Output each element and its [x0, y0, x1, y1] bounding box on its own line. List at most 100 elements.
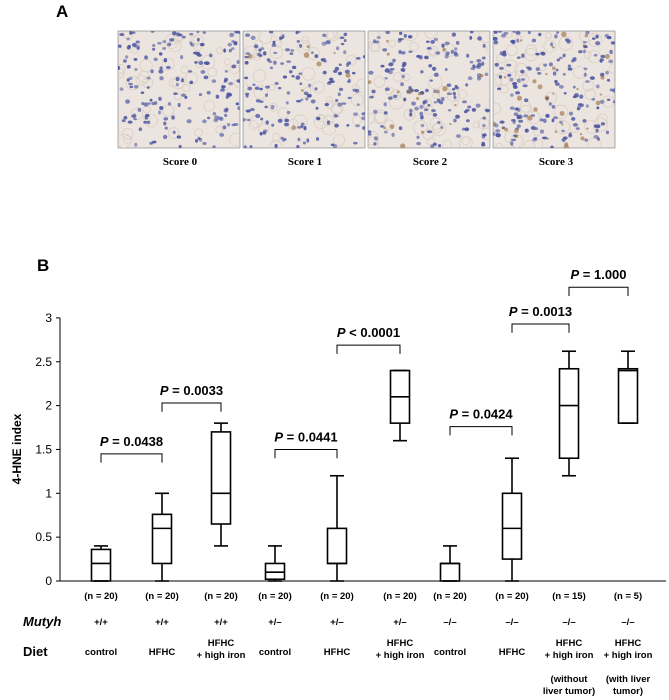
nucleus-dot: [444, 67, 448, 72]
nucleus-dot: [165, 65, 171, 70]
nucleus-dot: [329, 77, 333, 81]
y-tick-label: 0.5: [35, 530, 52, 544]
nucleus-dot: [575, 127, 580, 130]
nucleus-dot: [125, 99, 130, 104]
nucleus-dot: [425, 88, 429, 93]
stain-dot: [345, 72, 351, 78]
nucleus-dot: [481, 56, 486, 60]
box-10: [617, 350, 639, 424]
cell-outline: [173, 92, 182, 101]
nucleus-dot: [541, 136, 547, 140]
cell-outline: [383, 119, 395, 131]
nucleus-dot: [582, 119, 587, 123]
cell-outline: [135, 74, 147, 86]
nucleus-dot: [482, 116, 486, 120]
nucleus-dot: [162, 46, 166, 50]
nucleus-dot: [265, 120, 269, 125]
nucleus-dot: [220, 88, 225, 92]
cell-outline: [451, 99, 459, 107]
nucleus-dot: [510, 141, 514, 146]
cell-outline: [499, 75, 510, 86]
nucleus-dot: [435, 51, 441, 55]
nucleus-dot: [244, 60, 249, 65]
nucleus-dot: [284, 118, 290, 123]
nucleus-dot: [407, 35, 413, 39]
nucleus-dot: [562, 72, 566, 76]
nucleus-dot: [420, 115, 424, 120]
nucleus-dot: [224, 113, 228, 118]
nucleus-dot: [286, 110, 291, 115]
nucleus-dot: [379, 125, 385, 128]
genotype-label: +/+: [214, 617, 228, 628]
cell-outline: [272, 31, 282, 39]
nucleus-dot: [184, 95, 188, 99]
nucleus-dot: [285, 101, 289, 105]
score-label-1: Score 1: [288, 156, 322, 168]
nucleus-dot: [135, 44, 140, 49]
nucleus-dot: [343, 32, 348, 37]
nucleus-dot: [299, 43, 302, 48]
nucleus-dot: [206, 116, 211, 120]
nucleus-dot: [593, 134, 599, 139]
nucleus-dot: [297, 126, 302, 129]
nucleus-dot: [126, 64, 131, 69]
nucleus-dot: [151, 101, 156, 106]
nucleus-dot: [450, 49, 455, 54]
nucleus-dot: [352, 88, 358, 92]
nucleus-dot: [316, 116, 321, 121]
nucleus-dot: [333, 113, 338, 118]
nucleus-dot: [169, 38, 175, 42]
nucleus-dot: [219, 133, 225, 137]
y-tick-label: 2: [45, 399, 52, 413]
nucleus-dot: [315, 106, 319, 110]
nucleus-dot: [257, 52, 261, 57]
nucleus-dot: [126, 78, 130, 82]
nucleus-dot: [150, 31, 155, 33]
cell-outline: [368, 113, 376, 124]
y-tick-label: 1.5: [35, 442, 52, 456]
cell-outline: [544, 32, 552, 40]
cell-outline: [229, 132, 240, 147]
nucleus-dot: [606, 35, 612, 40]
nucleus-dot: [127, 120, 133, 124]
nucleus-dot: [495, 129, 501, 133]
diet-label: + high iron: [545, 650, 594, 661]
nucleus-dot: [133, 117, 137, 121]
nucleus-dot: [439, 100, 444, 105]
bracket: [100, 453, 163, 463]
box-9: [558, 350, 580, 477]
nucleus-dot: [398, 126, 403, 131]
nucleus-dot: [249, 145, 253, 148]
diet-label: HFHC: [324, 647, 351, 658]
p-value-label: P = 0.0424: [449, 407, 513, 422]
nucleus-dot: [362, 126, 365, 130]
diet-label: HFHC: [208, 638, 235, 649]
nucleus-dot: [538, 32, 542, 37]
nucleus-dot: [600, 122, 605, 126]
nucleus-dot: [337, 71, 342, 76]
nucleus-dot: [236, 59, 240, 64]
nucleus-dot: [424, 55, 429, 60]
nucleus-dot: [347, 96, 352, 100]
box-5: [326, 474, 348, 582]
nucleus-dot: [425, 40, 430, 44]
nucleus-dot: [498, 74, 503, 79]
nucleus-dot: [192, 51, 199, 55]
box-8: [501, 457, 523, 582]
cell-outline: [325, 96, 334, 104]
y-axis-label: 4-HNE index: [10, 413, 24, 484]
nucleus-dot: [502, 50, 507, 55]
nucleus-dot: [274, 143, 278, 148]
nucleus-dot: [194, 139, 199, 143]
bracket: [161, 402, 222, 412]
cell-outline: [269, 102, 278, 112]
nucleus-dot: [408, 85, 412, 91]
nucleus-dot: [385, 31, 391, 35]
cell-outline: [243, 82, 249, 92]
nucleus-dot: [338, 87, 344, 92]
stain-dot: [504, 127, 509, 132]
nucleus-dot: [474, 65, 480, 69]
nucleus-dot: [373, 136, 379, 141]
nucleus-dot: [413, 89, 420, 93]
stain-dot: [501, 127, 504, 130]
